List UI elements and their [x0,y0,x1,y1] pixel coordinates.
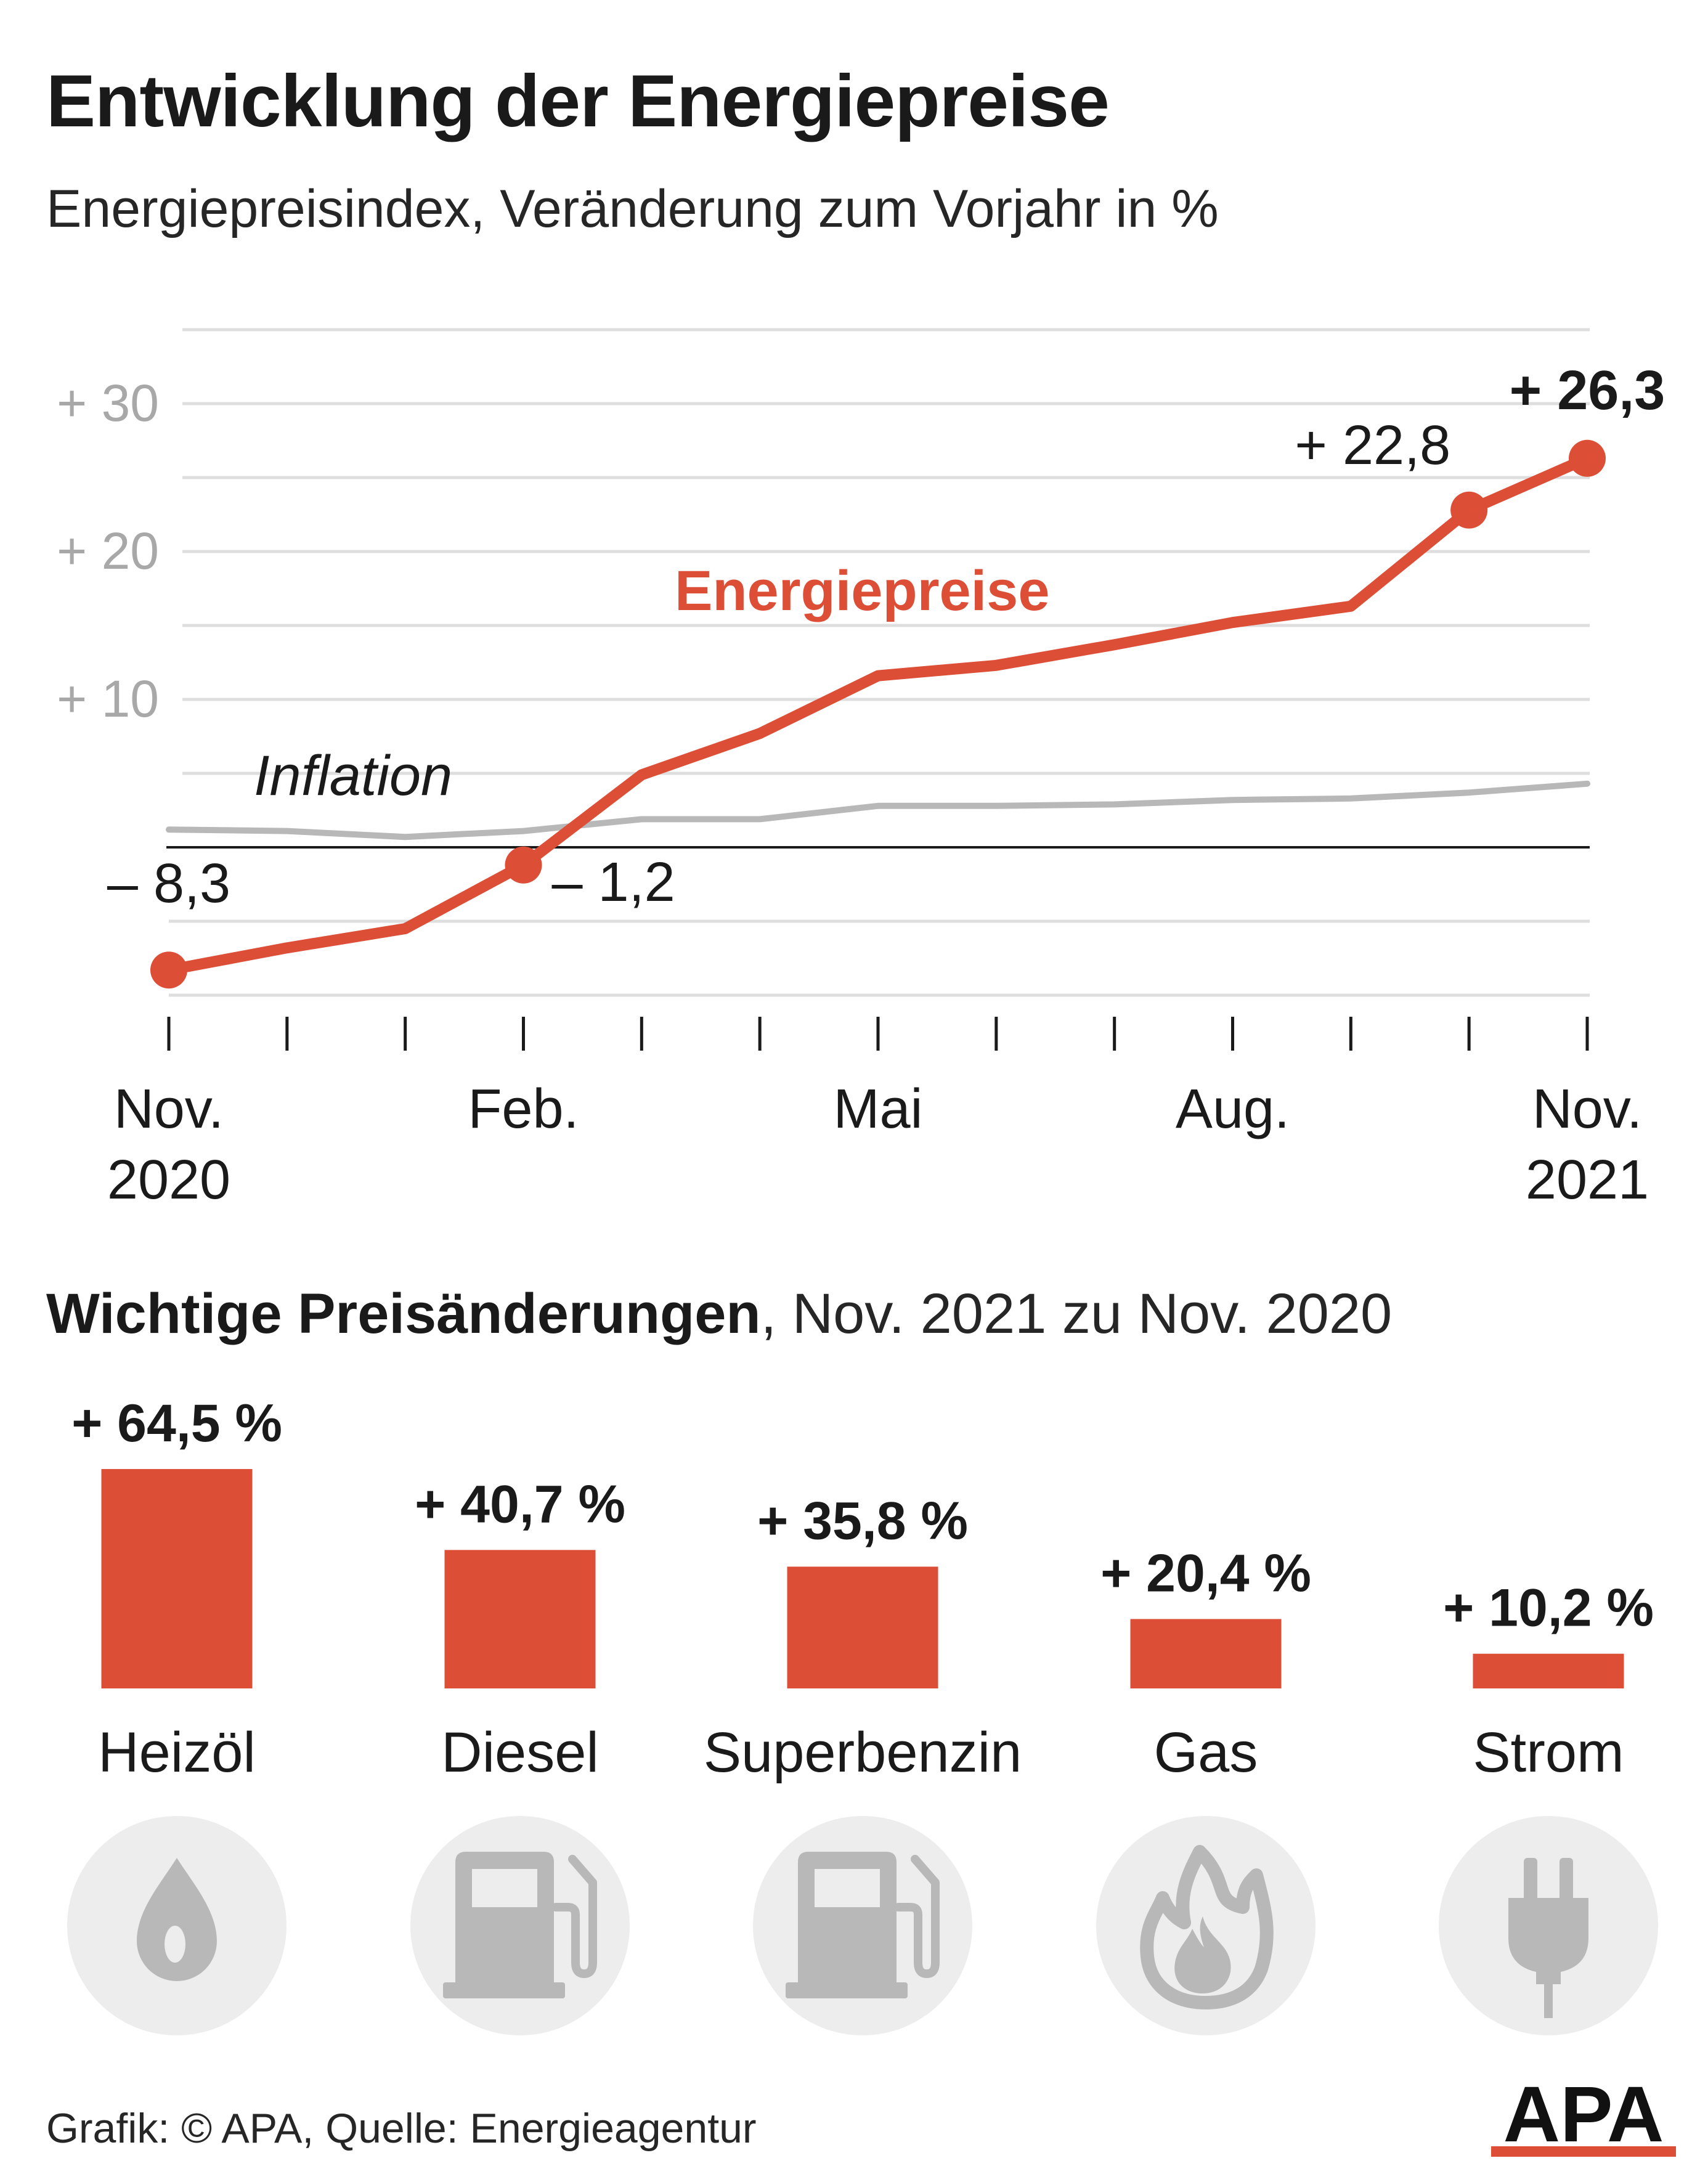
bar-3 [1130,1619,1282,1688]
category-label: Diesel [441,1721,599,1784]
bar-value-label: + 35,8 % [757,1491,968,1550]
bar-value-label: + 10,2 % [1443,1579,1654,1638]
energy-series-label: Energiepreise [675,560,1050,622]
data-label: – 8,3 [107,853,230,914]
x-tick-label: Nov. [114,1078,224,1140]
inflation-series-label: Inflation [254,744,452,807]
bar-chart: + 64,5 % Heizöl + 40,7 % Diesel + 35,8 % Supe… [67,1394,1658,2035]
bar-1 [444,1550,596,1688]
data-label: – 1,2 [552,852,675,913]
x-tick-label: Nov. [1532,1078,1642,1140]
plug-prong-left [1524,1858,1537,1901]
flame-outer [1140,1845,1274,2009]
bar-2 [787,1566,938,1688]
data-label: + 22,8 [1295,415,1450,476]
page-subtitle: Energiepreisindex, Veränderung zum Vorja… [46,179,1219,238]
pump-hose [551,1855,597,1978]
plug-prong-right [1560,1858,1573,1901]
y-tick-label: + 30 [57,374,159,432]
inflation-line [166,780,1590,841]
data-point-marker [1450,491,1488,529]
bar-value-label: + 64,5 % [71,1394,282,1453]
category-label: Gas [1154,1721,1258,1784]
bar-chart-title: Wichtige Preisänderungen [46,1282,761,1345]
line-chart: + 10 + 20 + 30 Nov. 2020 Feb. Mai Aug. Nov. 2021 E… [57,328,1665,1211]
x-tick-label: 2020 [107,1149,230,1211]
fuel-pump-icon [753,1816,972,2035]
category-label: Strom [1473,1721,1624,1784]
plug-icon [1439,1816,1658,2035]
plug-cable [1544,1981,1553,2018]
bar-0 [101,1468,253,1688]
bar-value-label: + 20,4 % [1100,1544,1311,1603]
fuel-pump-icon [410,1816,630,2035]
data-point-marker [505,846,542,884]
y-tick-label: + 20 [57,522,159,580]
data-point-marker [1569,439,1606,477]
category-label: Heizöl [98,1721,256,1784]
energy-price-line [163,452,1593,976]
bar-chart-title-suffix: , Nov. 2021 zu Nov. 2020 [760,1282,1393,1345]
x-tick-label: Aug. [1176,1078,1290,1140]
category-label: Superbenzin [704,1721,1022,1784]
x-tick-label: Feb. [468,1078,579,1140]
flame-icon [1096,1816,1316,2035]
bar-value-label: + 40,7 % [415,1475,625,1534]
pump-base [786,1982,908,1998]
x-tick-label: 2021 [1526,1149,1649,1211]
y-tick-label: + 10 [57,670,159,728]
x-tick-label: Mai [833,1078,922,1140]
drop-shape [137,1858,217,1981]
drop-icon [67,1816,287,2035]
pump-window [815,1869,880,1907]
data-point-marker [150,951,187,989]
drop-highlight [165,1926,185,1963]
svg-text:APA: APA [1503,2080,1664,2157]
pump-base [443,1982,565,1998]
data-label: + 26,3 [1510,360,1665,421]
page-title: Entwicklung der Energiepreise [46,60,1110,142]
source-note: Grafik: © APA, Quelle: Energieagentur [46,2105,757,2152]
flame-inner [1174,1916,1231,1993]
pump-hose [894,1855,940,1978]
plug-body [1508,1898,1588,1984]
bar-4 [1473,1653,1624,1688]
apa-logo: APA [1491,2080,1676,2157]
bar-chart-heading: Wichtige Preisänderungen, Nov. 2021 zu N… [46,1282,1392,1346]
pump-window [472,1869,537,1907]
